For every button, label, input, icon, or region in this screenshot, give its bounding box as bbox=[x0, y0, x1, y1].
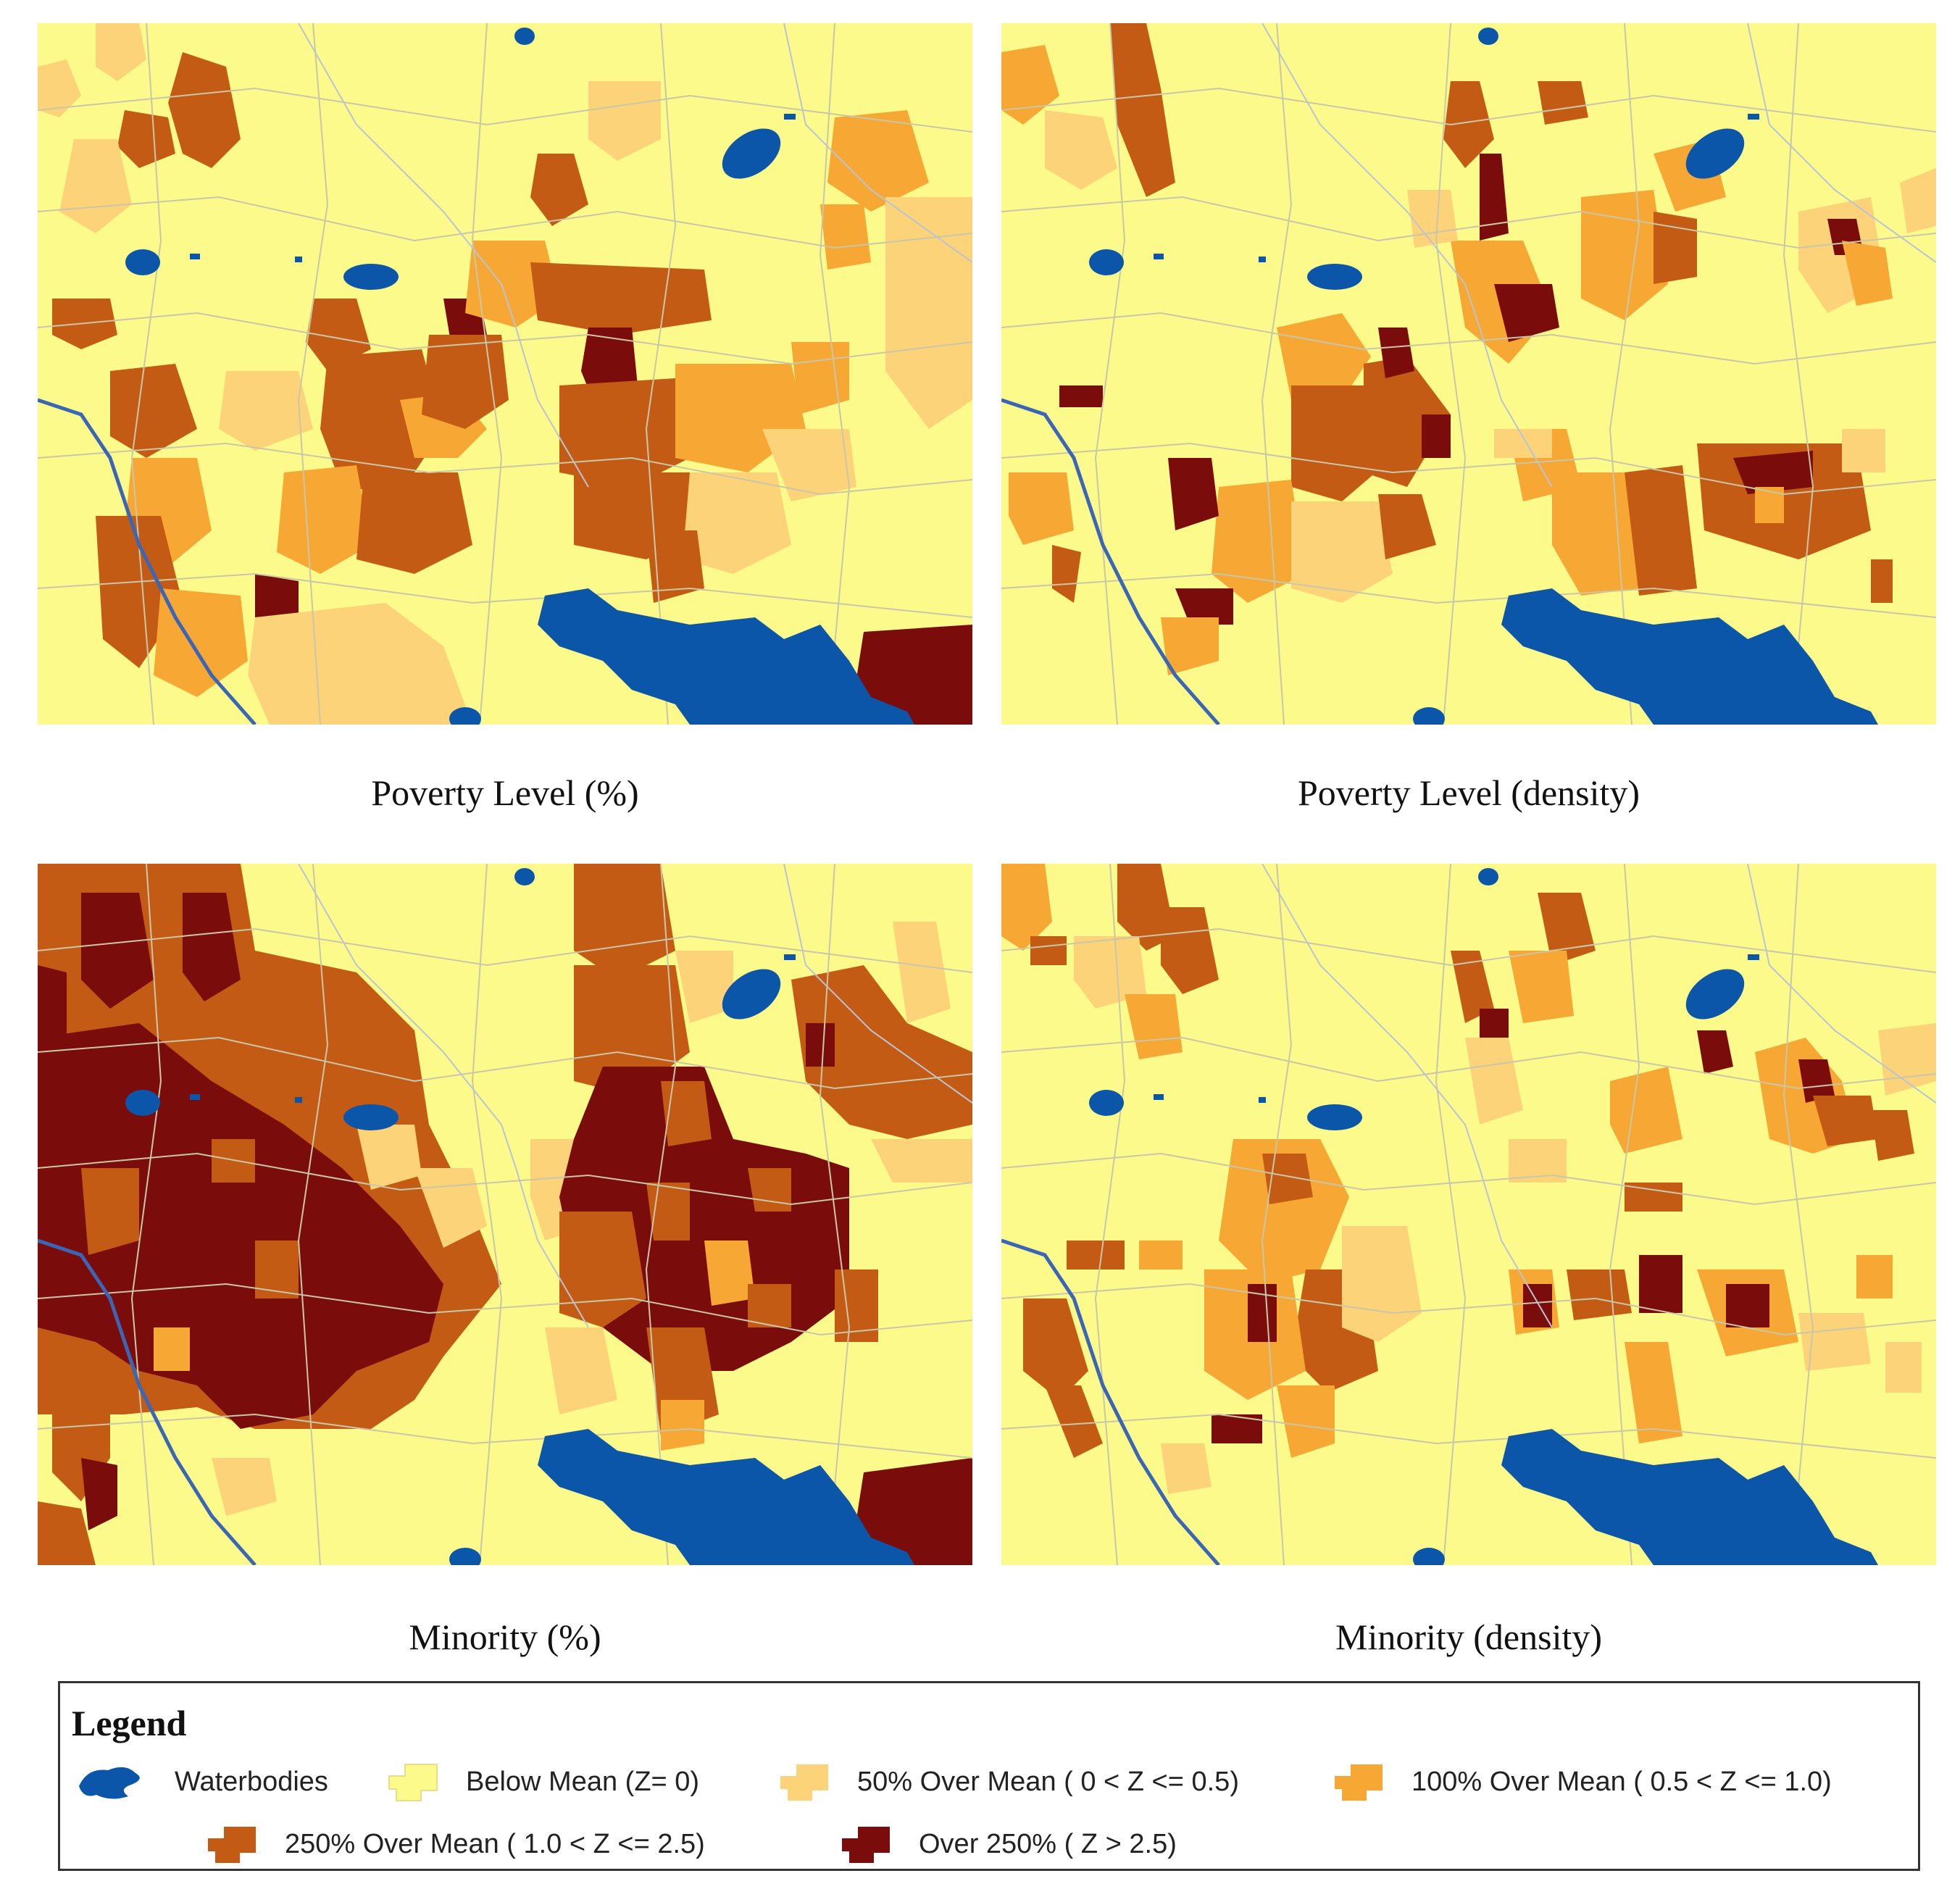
choropleth-minority-percent bbox=[38, 864, 972, 1565]
choropleth-poverty-density bbox=[1001, 23, 1936, 725]
choropleth-minority-density bbox=[1001, 864, 1936, 1565]
map-poverty-level-density bbox=[1001, 23, 1936, 725]
legend-title: Legend bbox=[72, 1703, 187, 1743]
map-caption: Poverty Level (density) bbox=[1297, 772, 1640, 813]
legend-label: Waterbodies bbox=[175, 1766, 328, 1797]
legend-label: 250% Over Mean ( 1.0 < Z <= 2.5) bbox=[285, 1828, 705, 1859]
legend-label: Over 250% ( Z > 2.5) bbox=[919, 1828, 1177, 1859]
choropleth-poverty-percent bbox=[38, 23, 972, 725]
50-pct-swatch-icon bbox=[780, 1764, 828, 1801]
legend-item-250-pct: 250% Over Mean ( 1.0 < Z <= 2.5) bbox=[205, 1822, 705, 1866]
map-minority-density bbox=[1001, 864, 1936, 1565]
legend-label: 100% Over Mean ( 0.5 < Z <= 1.0) bbox=[1411, 1766, 1832, 1797]
legend-item-50-pct: 50% Over Mean ( 0 < Z <= 0.5) bbox=[777, 1760, 1239, 1804]
over-250-swatch-icon bbox=[842, 1827, 890, 1863]
map-minority-percent bbox=[38, 864, 972, 1565]
legend-label: 50% Over Mean ( 0 < Z <= 0.5) bbox=[857, 1766, 1239, 1797]
map-caption: Minority (density) bbox=[1335, 1617, 1603, 1657]
below-mean-swatch-icon bbox=[388, 1764, 438, 1801]
250-pct-swatch-icon bbox=[208, 1827, 256, 1863]
legend-label: Below Mean (Z= 0) bbox=[466, 1766, 700, 1797]
map-poverty-level-percent bbox=[38, 23, 972, 725]
waterbody-swatch-icon bbox=[79, 1767, 140, 1799]
legend-item-below-mean: Below Mean (Z= 0) bbox=[386, 1760, 699, 1804]
legend-item-over-250: Over 250% ( Z > 2.5) bbox=[839, 1822, 1177, 1866]
100-pct-swatch-icon bbox=[1335, 1764, 1383, 1801]
legend-box: Legend Waterbodies Below Mean (Z= 0) 50%… bbox=[58, 1681, 1920, 1871]
legend-item-100-pct: 100% Over Mean ( 0.5 < Z <= 1.0) bbox=[1332, 1760, 1832, 1804]
legend-item-waterbodies: Waterbodies bbox=[73, 1760, 328, 1804]
map-caption: Minority (%) bbox=[409, 1617, 601, 1657]
map-caption: Poverty Level (%) bbox=[371, 772, 639, 813]
